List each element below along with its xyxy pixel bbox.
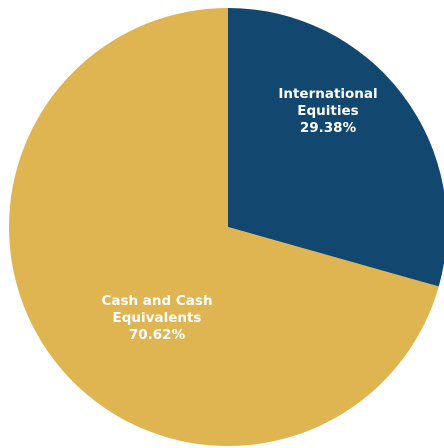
pie-label-text: International [278, 86, 377, 102]
pie-label-text: Equivalents [113, 310, 202, 326]
pie-labels: International Equities 29.38% Cash and Cash… [101, 86, 377, 343]
pie-label-percent: 70.62% [129, 327, 186, 343]
pie-label-cash-and-cash-equivalents: Cash and Cash Equivalents 70.62% [101, 293, 212, 343]
pie-label-percent: 29.38% [300, 120, 357, 136]
pie-label-text: Cash and Cash [101, 293, 212, 309]
pie-label-text: Equities [297, 103, 358, 119]
pie-label-international-equities: International Equities 29.38% [278, 86, 377, 136]
pie-slices [9, 8, 444, 446]
pie-slice-international-equities [228, 8, 444, 287]
pie-slice-cash-and-cash-equivalents [9, 8, 439, 446]
